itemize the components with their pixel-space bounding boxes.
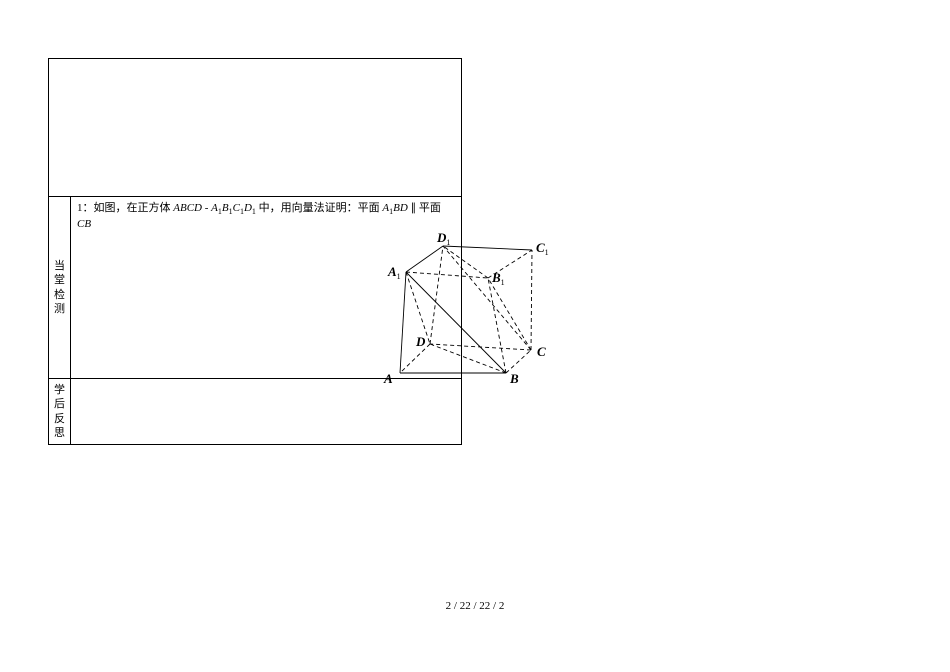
svg-text:C1: C1 — [536, 240, 549, 257]
svg-text:C: C — [537, 344, 546, 359]
quiz-label-char: 测 — [51, 302, 68, 316]
quiz-label-char: 堂 — [51, 273, 68, 287]
problem-statement: 1：如图，在正方体 ABCD - A1B1C1D1 中，用向量法证明：平面 A1… — [75, 201, 457, 233]
C1: C — [233, 202, 240, 214]
blank-cell — [49, 59, 462, 197]
quiz-label-char: 检 — [51, 288, 68, 302]
problem-prefix: 1：如图，在正方体 — [77, 202, 173, 214]
quiz-section-row: 当 堂 检 测 1：如图，在正方体 ABCD - A1B1C1D1 中，用向量法… — [49, 197, 462, 379]
worksheet-table: 当 堂 检 测 1：如图，在正方体 ABCD - A1B1C1D1 中，用向量法… — [48, 58, 462, 445]
cube-name-1: ABCD — [173, 202, 202, 214]
problem-mid: 中，用向量法证明：平面 — [256, 202, 383, 214]
reflect-label-cell: 学 后 反 思 — [49, 379, 71, 445]
worksheet-page: 当 堂 检 测 1：如图，在正方体 ABCD - A1B1C1D1 中，用向量法… — [48, 58, 462, 445]
blank-section-row — [49, 59, 462, 197]
dash: - — [202, 202, 211, 214]
quiz-label-cell: 当 堂 检 测 — [49, 197, 71, 379]
reflect-content-cell — [71, 379, 462, 445]
B1: B — [222, 202, 229, 214]
page-footer: 2 / 22 / 22 / 2 — [0, 600, 950, 612]
svg-text:B1: B1 — [491, 270, 505, 287]
plane1rest: BD — [393, 202, 408, 214]
reflect-label-char: 后 — [51, 397, 68, 411]
D1: D — [244, 202, 252, 214]
A1: A — [211, 202, 218, 214]
parallel: ∥ 平面 — [408, 202, 441, 214]
reflect-label-char: 学 — [51, 383, 68, 397]
reflect-label-char: 反 — [51, 412, 68, 426]
svg-text:B: B — [509, 371, 519, 386]
quiz-label-char: 当 — [51, 259, 68, 273]
reflect-section-row: 学 后 反 思 — [49, 379, 462, 445]
reflect-label-char: 思 — [51, 426, 68, 440]
quiz-content-cell: 1：如图，在正方体 ABCD - A1B1C1D1 中，用向量法证明：平面 A1… — [71, 197, 462, 379]
plane2: CB — [77, 218, 91, 230]
